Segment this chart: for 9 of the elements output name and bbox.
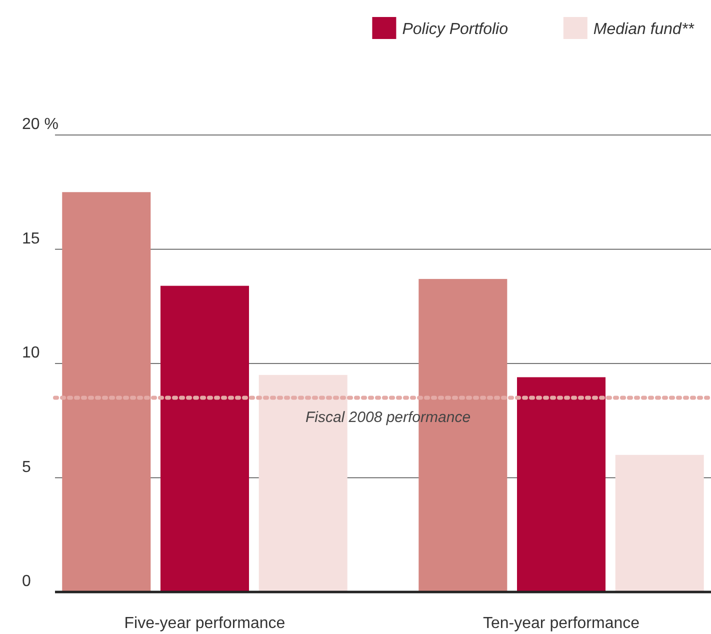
y-tick-label: 15 — [22, 230, 40, 248]
y-tick-label: 0 — [22, 573, 31, 590]
legend-label: Median fund** — [593, 21, 695, 38]
y-tick-label: 10 — [22, 344, 40, 362]
y-tick-label: 20 % — [22, 116, 58, 133]
y-tick-label: 5 — [22, 458, 31, 476]
x-tick-label: Five-year performance — [124, 615, 286, 632]
legend-label: Policy Portfolio — [402, 21, 508, 38]
x-tick-label: Ten-year performance — [483, 615, 640, 632]
